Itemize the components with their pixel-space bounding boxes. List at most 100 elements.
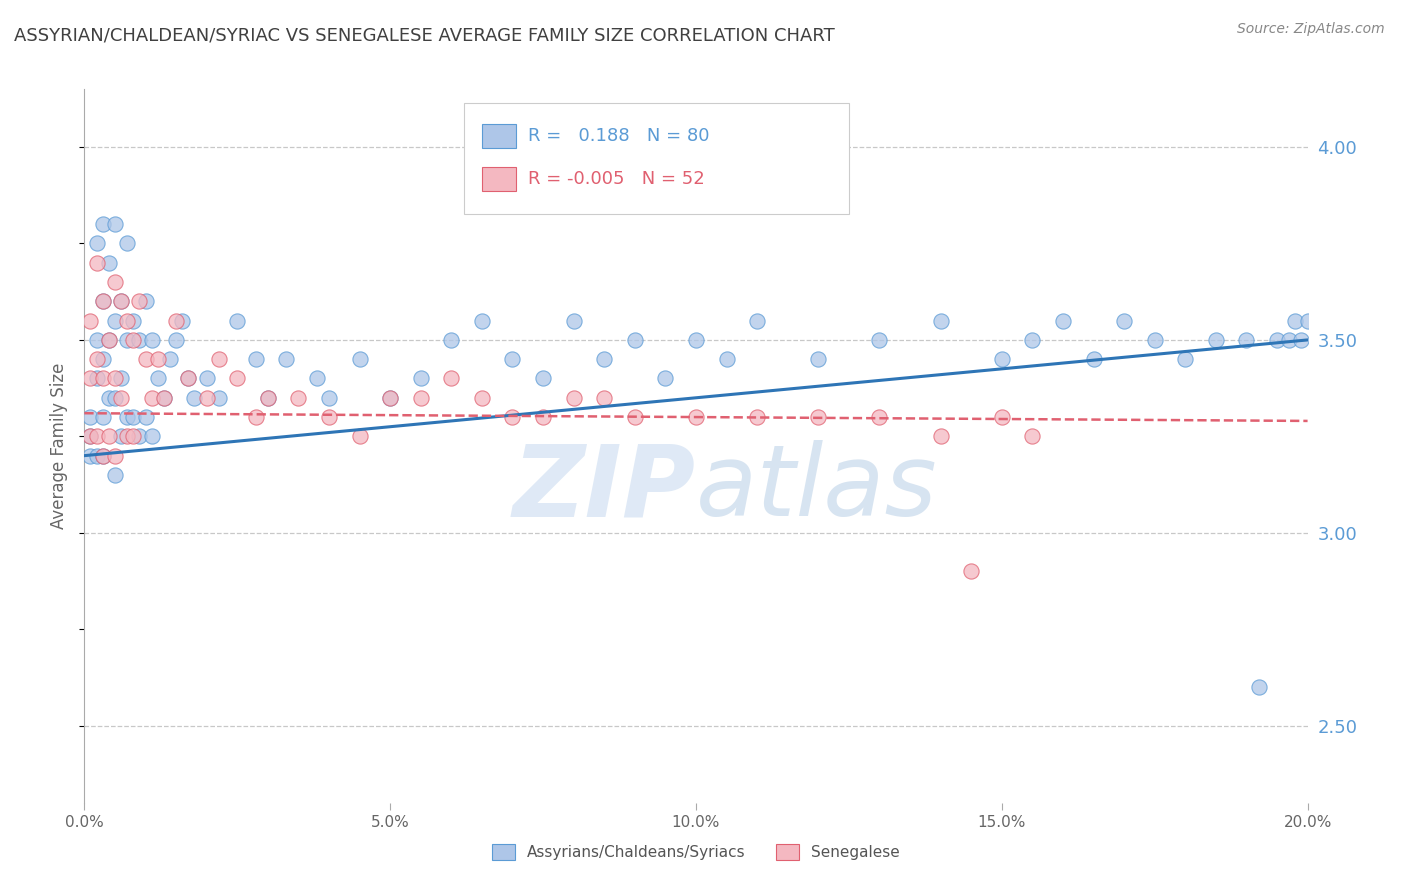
Point xyxy=(104,371,127,385)
Point xyxy=(91,449,114,463)
Point xyxy=(115,333,138,347)
Point xyxy=(1265,333,1288,347)
Point xyxy=(115,313,138,327)
Bar xyxy=(482,167,516,191)
Point xyxy=(245,410,267,425)
Point xyxy=(110,294,132,309)
Point xyxy=(97,391,120,405)
Point xyxy=(257,391,280,405)
Point xyxy=(79,313,101,327)
Point xyxy=(226,371,249,385)
Point xyxy=(122,410,145,425)
Point xyxy=(97,333,120,347)
Point xyxy=(183,391,205,405)
Point xyxy=(91,410,114,425)
Point xyxy=(79,449,101,463)
Point xyxy=(318,391,340,405)
Point xyxy=(122,333,145,347)
Point xyxy=(79,410,101,425)
Point xyxy=(685,333,707,347)
Point xyxy=(624,410,647,425)
Point xyxy=(1278,333,1301,347)
Y-axis label: Average Family Size: Average Family Size xyxy=(51,363,69,529)
Point xyxy=(122,313,145,327)
Point xyxy=(159,352,181,367)
Point xyxy=(257,391,280,405)
Point xyxy=(135,352,157,367)
Point xyxy=(141,429,163,443)
Point xyxy=(380,391,402,405)
Text: atlas: atlas xyxy=(696,441,938,537)
Point xyxy=(91,217,114,231)
Point xyxy=(135,294,157,309)
Point xyxy=(305,371,328,385)
Point xyxy=(79,429,101,443)
Point xyxy=(929,313,952,327)
Point xyxy=(79,429,101,443)
Point xyxy=(1021,429,1043,443)
Point xyxy=(195,391,218,405)
Point xyxy=(245,352,267,367)
Point xyxy=(1291,333,1313,347)
Point xyxy=(869,410,891,425)
Point xyxy=(86,352,108,367)
Point xyxy=(79,371,101,385)
Point xyxy=(91,294,114,309)
Point xyxy=(86,236,108,251)
Point xyxy=(115,410,138,425)
Point xyxy=(91,294,114,309)
Point xyxy=(153,391,176,405)
Point xyxy=(91,352,114,367)
Point xyxy=(1083,352,1105,367)
Point xyxy=(177,371,200,385)
Point xyxy=(807,352,830,367)
Point xyxy=(91,371,114,385)
Point xyxy=(1052,313,1074,327)
Point xyxy=(287,391,309,405)
Point xyxy=(929,429,952,443)
Point xyxy=(960,565,983,579)
Point xyxy=(172,313,194,327)
Point xyxy=(110,294,132,309)
Point xyxy=(128,429,150,443)
Point xyxy=(440,333,463,347)
Point xyxy=(128,333,150,347)
Text: Source: ZipAtlas.com: Source: ZipAtlas.com xyxy=(1237,22,1385,37)
Point xyxy=(1174,352,1197,367)
Text: R = -0.005   N = 52: R = -0.005 N = 52 xyxy=(529,170,706,188)
Point xyxy=(349,429,371,443)
Point xyxy=(115,429,138,443)
Point xyxy=(177,371,200,385)
Point xyxy=(716,352,738,367)
Legend: Assyrians/Chaldeans/Syriacs, Senegalese: Assyrians/Chaldeans/Syriacs, Senegalese xyxy=(485,838,907,866)
Point xyxy=(807,410,830,425)
Point xyxy=(86,256,108,270)
Point xyxy=(165,313,187,327)
Point xyxy=(624,333,647,347)
Point xyxy=(1296,313,1319,327)
Point xyxy=(562,313,585,327)
Point xyxy=(104,449,127,463)
Point xyxy=(440,371,463,385)
Point xyxy=(104,313,127,327)
Point xyxy=(141,391,163,405)
Point xyxy=(208,391,231,405)
Point xyxy=(104,467,127,482)
Point xyxy=(110,371,132,385)
Point xyxy=(146,371,169,385)
Point xyxy=(380,391,402,405)
Bar xyxy=(482,124,516,148)
Point xyxy=(165,333,187,347)
Point xyxy=(1284,313,1306,327)
Point xyxy=(115,236,138,251)
Point xyxy=(991,352,1014,367)
Point xyxy=(110,429,132,443)
Point xyxy=(349,352,371,367)
Point xyxy=(1114,313,1136,327)
Point xyxy=(104,217,127,231)
Point xyxy=(318,410,340,425)
Point xyxy=(104,275,127,289)
Point xyxy=(141,333,163,347)
Point xyxy=(1205,333,1227,347)
Point xyxy=(531,410,554,425)
